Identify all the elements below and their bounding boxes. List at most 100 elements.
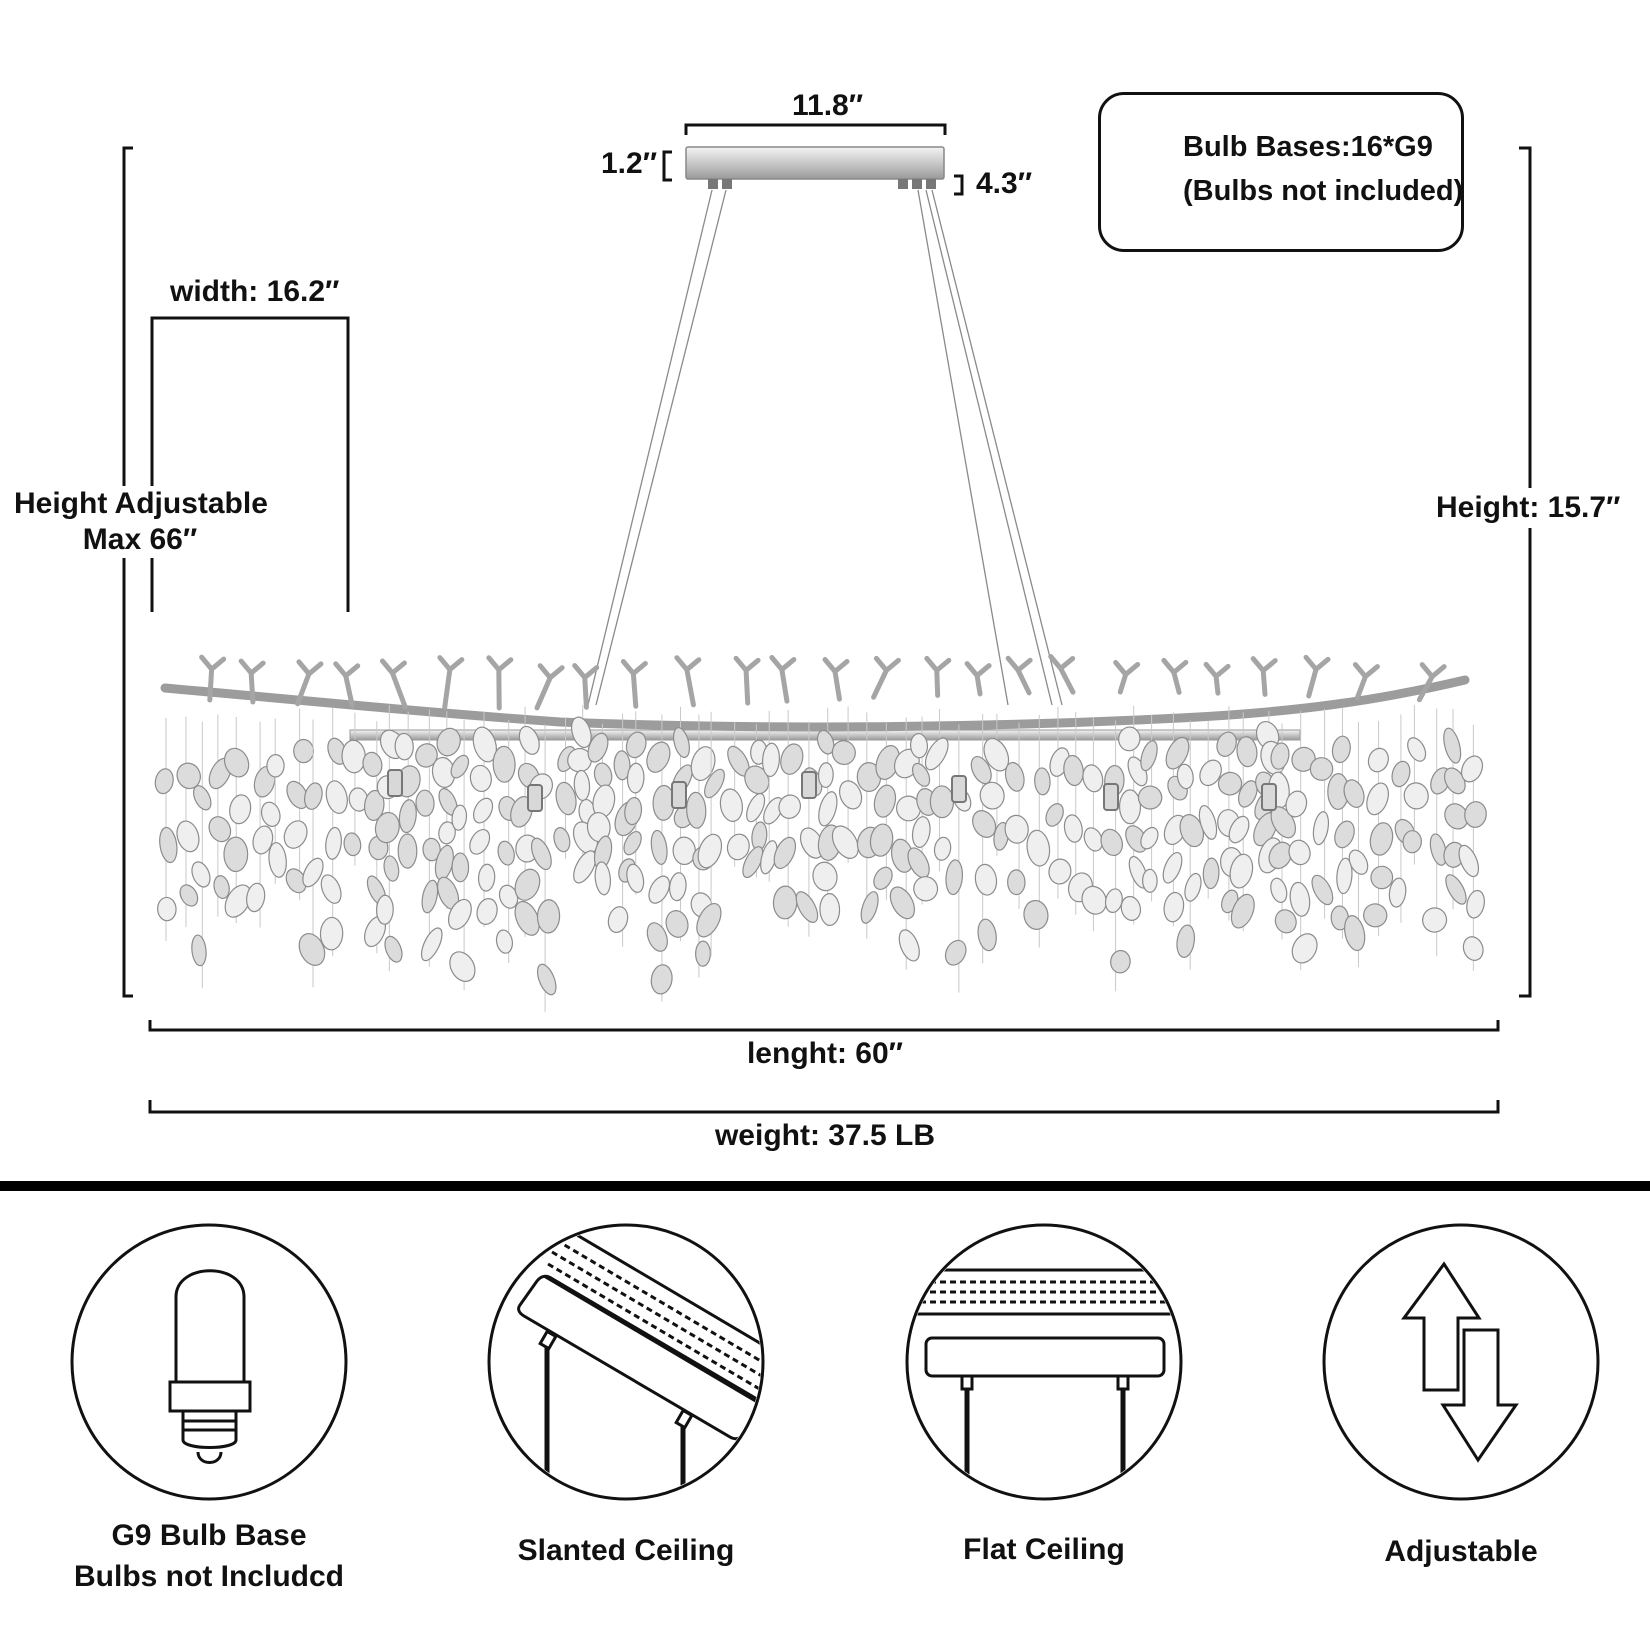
crystal-drop — [260, 801, 281, 827]
crystal-drop — [436, 727, 461, 757]
canopy-height-bracket — [954, 174, 964, 196]
crystal-drop — [648, 875, 671, 904]
crystal-drop — [1184, 872, 1202, 902]
crystal-drop — [625, 731, 647, 759]
width-label: width: 16.2″ — [170, 275, 340, 308]
crystal-drop — [514, 900, 540, 936]
crystal-drop — [646, 741, 671, 773]
crystal-drop — [492, 745, 516, 783]
crystal-drop — [1034, 767, 1051, 796]
crystal-drop — [1370, 865, 1394, 890]
crystal-drop — [376, 894, 394, 925]
branch-twig — [1303, 654, 1331, 699]
crystal-drop — [1081, 885, 1107, 915]
crystal-drop — [1228, 815, 1250, 844]
crystal-drop — [761, 742, 781, 778]
crystal-drop — [154, 768, 174, 795]
bulb-info-line2: (Bulbs not included) — [1183, 175, 1464, 207]
crystal-drop — [1237, 780, 1258, 808]
crystal-drop — [672, 836, 696, 866]
crystal-drop — [1388, 877, 1407, 908]
slanted-ceiling-icon — [487, 1223, 765, 1501]
crystal-drop — [817, 762, 834, 788]
crystal-drop — [1120, 895, 1142, 921]
crystal-drop — [623, 830, 642, 856]
weight-label: weight: 37.5 LB — [714, 1119, 936, 1152]
crystal-drop — [1045, 803, 1064, 827]
branch-twig — [769, 655, 797, 704]
crystal-drop — [1403, 782, 1429, 810]
crystal-drop — [1274, 909, 1297, 934]
crystal-drop — [1334, 820, 1355, 849]
section-divider — [0, 1181, 1650, 1191]
crystal-drop — [1402, 830, 1422, 854]
crystal-drop — [1331, 735, 1351, 764]
height-adjustable-label: Height Adjustable Max 66″ — [14, 486, 268, 558]
crystal-drop — [593, 762, 613, 788]
crystal-drop — [304, 782, 323, 810]
crystal-drop — [1142, 868, 1158, 893]
crystal-drop — [343, 832, 362, 857]
feature-caption-adjustable: Adjustable — [1384, 1535, 1538, 1568]
crystal-drop — [624, 796, 643, 826]
canopy-length-label: 11.8″ — [792, 89, 864, 122]
crystal-drop — [1312, 811, 1330, 846]
crystal-drop — [697, 833, 723, 869]
crystal-drop — [742, 846, 764, 879]
crystal-drop — [530, 837, 552, 871]
crystal-drop — [1289, 881, 1311, 917]
crystal-drop — [450, 754, 470, 779]
branch-twig — [1113, 659, 1141, 695]
crystal-drop — [690, 746, 716, 782]
crystal-drop — [838, 780, 863, 810]
crystal-drop — [945, 859, 964, 896]
crystal-drop — [1063, 814, 1083, 843]
crystal-drop — [1165, 736, 1190, 770]
crystal-drop — [1285, 790, 1308, 818]
crystal-drop — [1422, 907, 1448, 933]
branch-twig — [1416, 662, 1447, 703]
branch-twig — [1250, 656, 1278, 697]
crystal-drop — [213, 875, 230, 900]
crystal-drop — [1270, 877, 1288, 904]
crystal-drop — [495, 929, 514, 954]
crystal-drop — [665, 910, 689, 938]
branch-twig — [572, 663, 600, 710]
crystal-drop — [672, 727, 690, 759]
crystal-drop — [1004, 814, 1029, 844]
weight-dimension — [148, 1100, 1500, 1114]
crystal-drop — [1118, 726, 1141, 752]
crystal-drop — [983, 738, 1010, 772]
branch-twig — [871, 655, 901, 700]
crystal-drop — [1199, 759, 1222, 787]
crystal-drop — [536, 899, 561, 934]
crystal-drop — [283, 820, 308, 849]
crystal-drop — [746, 792, 766, 823]
crystal-drop — [229, 794, 252, 825]
crystal-drop — [246, 882, 266, 913]
canopy — [685, 146, 945, 189]
crystal-drop — [1202, 857, 1220, 890]
crystal-drop — [179, 884, 199, 907]
crystal-drop — [415, 789, 435, 817]
feature-caption-line1: G9 Bulb Base — [111, 1519, 307, 1552]
length-dimension — [148, 1020, 1500, 1032]
branch-twig — [1005, 655, 1033, 696]
bulb-info-callout: Bulb Bases:16*G9 (Bulbs not included) — [1098, 92, 1464, 252]
crystal-drop — [972, 810, 997, 838]
crystal-drop — [924, 737, 949, 771]
branch-twig — [238, 658, 266, 705]
crystal-drop — [268, 842, 287, 878]
crystal-drop — [773, 836, 797, 870]
crystal-drop — [1023, 899, 1049, 930]
crystal-drop — [1063, 754, 1084, 787]
crystal-drop — [607, 906, 629, 934]
crystal-drop — [696, 903, 722, 938]
crystal-drop — [553, 827, 571, 853]
branch-twig — [534, 663, 565, 711]
crystal-drop — [933, 836, 952, 861]
branch-twig — [379, 658, 408, 710]
width-dimension — [150, 316, 350, 612]
crystal-drop — [1311, 874, 1334, 906]
crystal-drop — [1291, 933, 1318, 964]
